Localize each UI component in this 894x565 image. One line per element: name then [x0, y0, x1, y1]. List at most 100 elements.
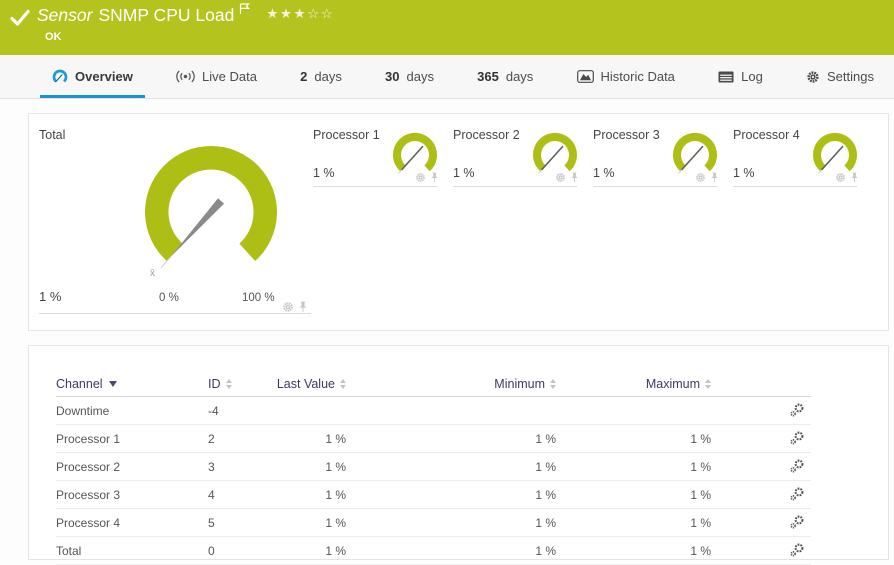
- tab-label: days: [505, 69, 534, 84]
- gauge-scale-max: 100 %: [242, 292, 275, 304]
- gauge-settings-gear-icon[interactable]: [415, 172, 426, 183]
- column-header-channel[interactable]: Channel: [56, 377, 208, 391]
- channel-table: Channel ID Last Value Minimum Maximum: [56, 371, 811, 565]
- pin-icon[interactable]: [710, 172, 719, 183]
- channel-id: 4: [208, 487, 215, 502]
- gauge-settings-gear-icon[interactable]: [835, 172, 846, 183]
- column-header-last-value[interactable]: Last Value: [256, 377, 346, 391]
- channel-settings-gears-icon[interactable]: [789, 431, 805, 446]
- processor-2-gauge-chart: [533, 132, 577, 174]
- channel-last-value: 1 %: [325, 431, 346, 446]
- channel-name[interactable]: Processor 4: [56, 515, 121, 530]
- tab-label: days: [314, 69, 342, 84]
- live-data-icon: [176, 70, 195, 83]
- log-icon: [718, 71, 734, 83]
- channel-id: -4: [208, 403, 219, 418]
- gauge-value: 1 %: [39, 289, 62, 304]
- channel-settings-gears-icon[interactable]: [789, 515, 805, 530]
- channel-id: 2: [208, 431, 215, 446]
- column-header-minimum[interactable]: Minimum: [346, 377, 556, 391]
- channel-minimum: 1 %: [535, 515, 556, 530]
- channel-last-value: 1 %: [325, 459, 346, 474]
- gauge-cell-processor-2[interactable]: Processor 2 1 %: [453, 126, 579, 187]
- channel-id: 3: [208, 459, 215, 474]
- channel-maximum: 1 %: [690, 515, 711, 530]
- tab-2-days[interactable]: 2 days: [288, 55, 354, 98]
- channel-settings-gears-icon[interactable]: [789, 459, 805, 474]
- tab-number: 30: [385, 69, 400, 84]
- tab-label: Overview: [75, 69, 133, 84]
- sort-icon: [225, 378, 232, 389]
- channel-last-value: 1 %: [325, 543, 346, 558]
- pin-icon[interactable]: [570, 172, 579, 183]
- gauge-icon: [52, 69, 68, 85]
- channel-minimum: 1 %: [535, 487, 556, 502]
- channel-last-value: 1 %: [325, 515, 346, 530]
- gauges-panel: Total x̄ 0 % 100 % 1 % Processor 1: [28, 113, 889, 331]
- status-ok-check-icon: [10, 9, 30, 26]
- tab-log[interactable]: Log: [706, 55, 775, 98]
- tab-label: Historic Data: [600, 69, 675, 84]
- channel-settings-gears-icon[interactable]: [789, 487, 805, 502]
- channel-name[interactable]: Downtime: [56, 403, 110, 418]
- gauge-cell-processor-3[interactable]: Processor 3 1 %: [593, 126, 719, 187]
- tab-bar: Overview Live Data 2 days 30 days 365 da…: [0, 55, 894, 99]
- gauge-settings-gear-icon[interactable]: [555, 172, 566, 183]
- tab-overview[interactable]: Overview: [40, 55, 145, 98]
- favorite-flag-icon[interactable]: [239, 3, 251, 15]
- gauge-settings-gear-icon[interactable]: [282, 301, 294, 313]
- channel-name[interactable]: Processor 2: [56, 459, 121, 474]
- gauge-label: Processor 2: [453, 128, 520, 142]
- channel-last-value: 1 %: [325, 487, 346, 502]
- pin-icon[interactable]: [298, 301, 308, 313]
- gauge-label: Processor 4: [733, 128, 800, 142]
- channel-minimum: 1 %: [535, 543, 556, 558]
- tab-live-data[interactable]: Live Data: [164, 55, 269, 98]
- tab-label: Log: [741, 69, 763, 84]
- processor-3-gauge-chart: [673, 132, 717, 174]
- channel-settings-gears-icon[interactable]: [789, 403, 805, 418]
- sensor-status-bar: Sensor SNMP CPU Load ★★★☆☆ OK: [0, 0, 894, 55]
- column-header-maximum[interactable]: Maximum: [556, 377, 711, 391]
- table-row-processor-1: Processor 1 2 1 % 1 % 1 %: [56, 425, 811, 453]
- gauge-cell-processor-4[interactable]: Processor 4 1 %: [733, 126, 859, 187]
- tab-label: Settings: [827, 69, 874, 84]
- column-header-id[interactable]: ID: [208, 377, 256, 391]
- priority-stars[interactable]: ★★★☆☆: [266, 6, 335, 21]
- channel-id: 5: [208, 515, 215, 530]
- object-kind-label: Sensor: [37, 5, 93, 25]
- tab-30-days[interactable]: 30 days: [373, 55, 446, 98]
- pin-icon[interactable]: [850, 172, 859, 183]
- status-badge: OK: [45, 31, 62, 43]
- gauge-value: 1 %: [313, 166, 335, 180]
- gauge-cell-total[interactable]: Total x̄ 0 % 100 % 1 %: [39, 126, 311, 314]
- gauge-cell-processor-1[interactable]: Processor 1 1 %: [313, 126, 439, 187]
- channel-maximum: 1 %: [690, 543, 711, 558]
- table-row-processor-4: Processor 4 5 1 % 1 % 1 %: [56, 509, 811, 537]
- channel-minimum: 1 %: [535, 431, 556, 446]
- tab-365-days[interactable]: 365 days: [465, 55, 545, 98]
- channel-maximum: 1 %: [690, 487, 711, 502]
- gauge-settings-gear-icon[interactable]: [695, 172, 706, 183]
- channel-settings-gears-icon[interactable]: [789, 543, 805, 558]
- historic-data-chart-icon: [576, 70, 594, 83]
- gauge-label: Processor 1: [313, 128, 380, 142]
- sort-desc-icon: [108, 380, 117, 387]
- gauge-value: 1 %: [593, 166, 615, 180]
- gauge-scale-min: 0 %: [159, 292, 179, 304]
- tab-historic-data[interactable]: Historic Data: [565, 55, 687, 98]
- channel-name[interactable]: Processor 1: [56, 431, 121, 446]
- channel-name[interactable]: Total: [56, 543, 82, 558]
- page-title: SNMP CPU Load: [98, 5, 235, 25]
- tab-label: Live Data: [202, 69, 257, 84]
- channel-name[interactable]: Processor 3: [56, 487, 121, 502]
- sort-icon: [705, 378, 711, 389]
- channel-id: 0: [208, 543, 215, 558]
- table-header-row: Channel ID Last Value Minimum Maximum: [56, 371, 811, 397]
- table-row-processor-3: Processor 3 4 1 % 1 % 1 %: [56, 481, 811, 509]
- processor-1-gauge-chart: [393, 132, 437, 174]
- tab-settings[interactable]: Settings: [794, 55, 886, 98]
- channel-table-panel: Channel ID Last Value Minimum Maximum: [28, 345, 889, 565]
- pin-icon[interactable]: [430, 172, 439, 183]
- gauge-value: 1 %: [453, 166, 475, 180]
